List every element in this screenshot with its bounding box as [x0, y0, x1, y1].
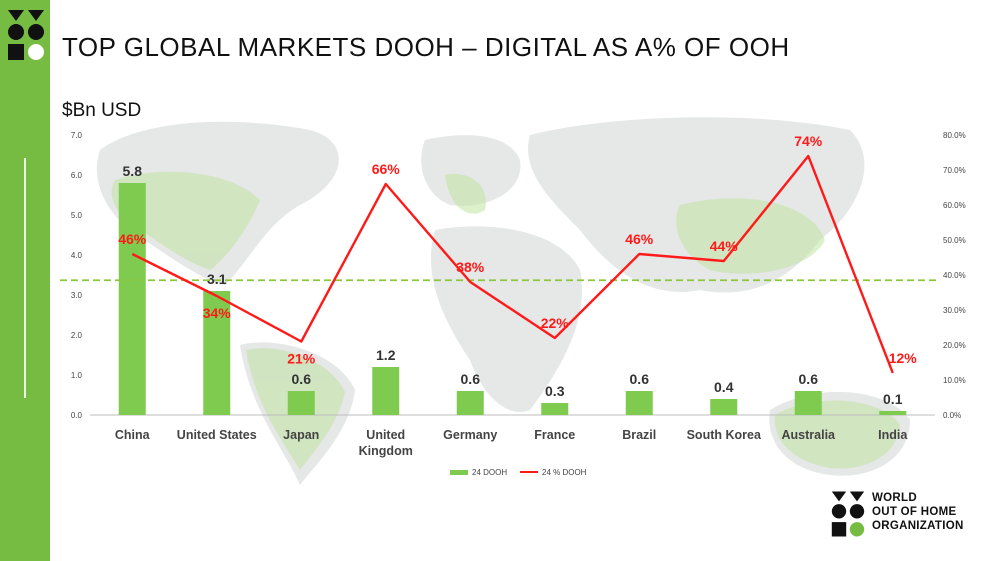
y-right-tick-label: 70.0% — [943, 166, 966, 175]
chart-legend: 24 DOOH 24 % DOOH — [450, 468, 587, 477]
category-label: France — [534, 428, 575, 442]
brand-logo-icon — [8, 10, 44, 60]
bar-value-label: 0.6 — [292, 371, 312, 387]
y-right-tick-label: 0.0% — [943, 411, 961, 420]
bar-india — [879, 411, 907, 415]
line-value-label: 66% — [372, 161, 401, 177]
category-label: Australia — [782, 428, 837, 442]
bar-united-kingdom — [372, 367, 400, 415]
y-right-tick-label: 30.0% — [943, 306, 966, 315]
category-label: India — [878, 428, 908, 442]
bar-value-label: 0.6 — [630, 371, 650, 387]
dooh-chart: 0.0 1.0 2.0 3.0 4.0 5.0 6.0 7.0 0.0% 10.0% 20.0% 30… — [60, 117, 966, 485]
line-value-label: 21% — [287, 351, 316, 367]
legend-swatch-bar — [450, 470, 468, 475]
bar-value-label: 0.6 — [799, 371, 819, 387]
y-left-tick-label: 6.0 — [71, 171, 83, 180]
category-label: United States — [177, 428, 257, 442]
bar-value-label: 5.8 — [123, 163, 143, 179]
y-left-tick-label: 5.0 — [71, 211, 83, 220]
y-left-tick-label: 4.0 — [71, 251, 83, 260]
y-right-tick-label: 80.0% — [943, 131, 966, 140]
category-label: Japan — [283, 428, 319, 442]
chart-axes: 0.0 1.0 2.0 3.0 4.0 5.0 6.0 7.0 0.0% 10.0% 20.0% 30… — [71, 131, 966, 420]
world-map-highlights — [111, 171, 900, 470]
y-right-tick-label: 40.0% — [943, 271, 966, 280]
line-value-label: 38% — [456, 259, 485, 275]
y-left-tick-label: 3.0 — [71, 291, 83, 300]
unit-label: $Bn USD — [62, 100, 142, 121]
bar-brazil — [625, 391, 653, 415]
bar-value-label: 0.6 — [461, 371, 481, 387]
y-left-tick-label: 0.0 — [71, 411, 83, 420]
line-value-label: 34% — [203, 305, 232, 321]
data-labels: 5.8 3.1 0.6 1.2 0.6 0.3 0.6 0.4 0.6 0.1 46% 34% 21% 6… — [118, 133, 917, 407]
sidebar-accent — [0, 0, 50, 561]
line-pct-dooh — [131, 154, 894, 374]
bar-value-label: 0.1 — [883, 391, 903, 407]
bar-value-label: 0.4 — [714, 379, 734, 395]
y-right-tick-label: 50.0% — [943, 236, 966, 245]
bar-value-label: 0.3 — [545, 383, 565, 399]
bar-value-label: 3.1 — [207, 271, 227, 287]
slide-title: TOP GLOBAL MARKETS DOOH – DIGITAL AS A% … — [62, 32, 790, 62]
sidebar-divider — [24, 158, 26, 398]
y-left-tick-label: 7.0 — [71, 131, 83, 140]
bar-japan — [287, 391, 315, 415]
legend-label-line: 24 % DOOH — [542, 468, 587, 477]
y-right-tick-label: 20.0% — [943, 341, 966, 350]
bar-australia — [794, 391, 822, 415]
y-right-tick-label: 60.0% — [943, 201, 966, 210]
category-labels: China United States Japan United Kingdom Germ… — [115, 428, 908, 458]
y-left-tick-label: 2.0 — [71, 331, 83, 340]
line-value-label: 46% — [118, 231, 147, 247]
bar-series — [118, 183, 907, 415]
bar-china — [118, 183, 146, 415]
brand-name: WORLD OUT OF HOME ORGANIZATION — [872, 492, 964, 532]
line-value-label: 74% — [794, 133, 823, 149]
line-value-label: 22% — [541, 315, 570, 331]
bar-south-korea — [710, 399, 738, 415]
line-series — [131, 154, 894, 374]
category-label: China — [115, 428, 151, 442]
line-value-label: 44% — [710, 238, 739, 254]
brand-block: WORLD OUT OF HOME ORGANIZATION — [830, 488, 980, 544]
y-right-tick-label: 10.0% — [943, 376, 966, 385]
category-label: Kingdom — [359, 444, 413, 458]
bar-value-label: 1.2 — [376, 347, 396, 363]
category-label: South Korea — [687, 428, 762, 442]
bar-germany — [456, 391, 484, 415]
category-label: Germany — [443, 428, 497, 442]
bar-france — [541, 403, 569, 415]
category-label: Brazil — [622, 428, 656, 442]
line-value-label: 46% — [625, 231, 654, 247]
legend-label-bar: 24 DOOH — [472, 468, 507, 477]
line-value-label: 12% — [889, 350, 918, 366]
category-label: United — [366, 428, 405, 442]
brand-mark-icon — [831, 491, 865, 537]
bar-united-states — [203, 291, 231, 415]
y-left-tick-label: 1.0 — [71, 371, 83, 380]
